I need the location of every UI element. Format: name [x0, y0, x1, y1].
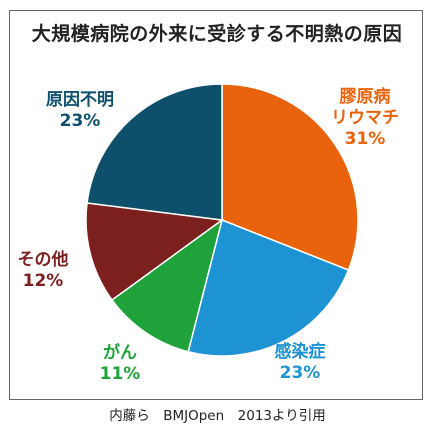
slice-label-infection-value: 23%: [280, 363, 321, 383]
pie-slices: [85, 83, 359, 357]
pie-slice-other: [85, 202, 224, 301]
pie-slice-infection: [187, 218, 350, 357]
source-citation: 内藤ら BMJOpen 2013より引用: [109, 408, 326, 424]
slice-label-cancer-name: がん: [103, 342, 137, 363]
slice-label-unknown-cause-value: 23%: [60, 111, 101, 131]
slice-label-collagen-rheumatic-value: 31%: [345, 129, 386, 149]
slice-label-other-value: 12%: [23, 271, 64, 291]
slice-label-collagen-rheumatic-name: リウマチ: [331, 108, 399, 128]
chart-title: 大規模病院の外来に受診する不明熱の原因: [31, 23, 403, 45]
slice-label-other-name: その他: [18, 249, 69, 270]
slice-label-infection-name: 感染症: [275, 341, 326, 362]
slice-label-unknown-cause-name: 原因不明: [46, 90, 114, 110]
pie-slice-cancer: [110, 218, 224, 353]
pie-slice-unknown-cause: [86, 83, 223, 221]
slice-label-cancer-value: 11%: [100, 364, 141, 384]
slice-label-collagen-rheumatic-name: 膠原病: [340, 86, 391, 107]
pie-slice-collagen-rheumatic: [221, 83, 359, 272]
